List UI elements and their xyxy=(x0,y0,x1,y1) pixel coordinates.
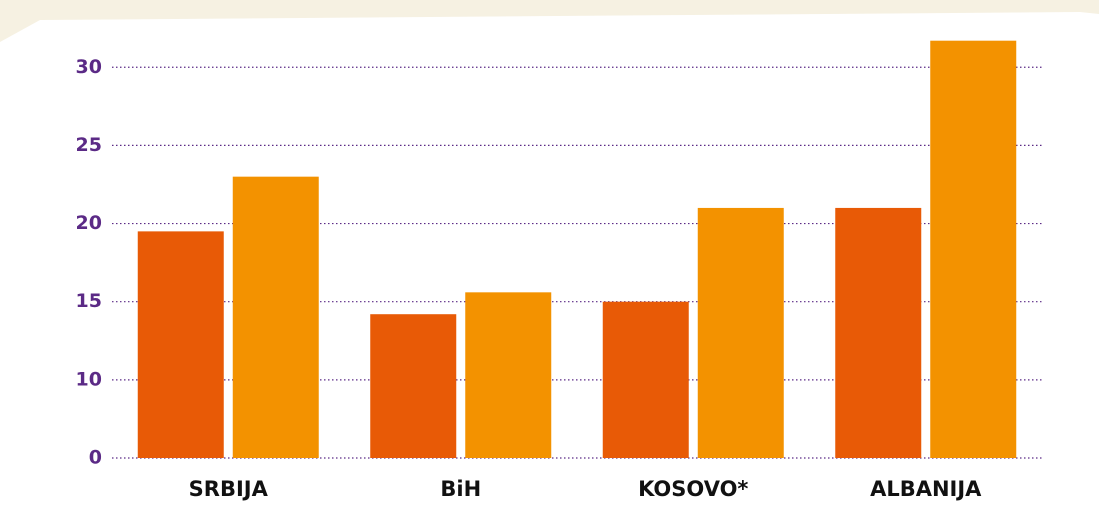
bar xyxy=(465,292,552,458)
x-tick-label: KOSOVO* xyxy=(638,477,748,501)
y-tick-label: 20 xyxy=(76,212,102,234)
x-tick-label: BiH xyxy=(440,477,481,501)
x-tick-label: SRBIJA xyxy=(189,477,269,501)
y-tick-label: 10 xyxy=(76,368,102,390)
bar xyxy=(835,207,922,458)
bar xyxy=(232,176,319,458)
y-tick-label: 15 xyxy=(76,290,102,312)
x-tick-label: ALBANIJA xyxy=(870,477,982,501)
bar xyxy=(602,301,689,458)
bar xyxy=(370,314,457,458)
bar xyxy=(137,231,224,458)
y-tick-label: 0 xyxy=(89,447,102,469)
y-tick-label: 25 xyxy=(76,134,102,156)
y-tick-label: 30 xyxy=(76,56,102,78)
bar xyxy=(697,207,784,458)
bar xyxy=(930,40,1017,458)
